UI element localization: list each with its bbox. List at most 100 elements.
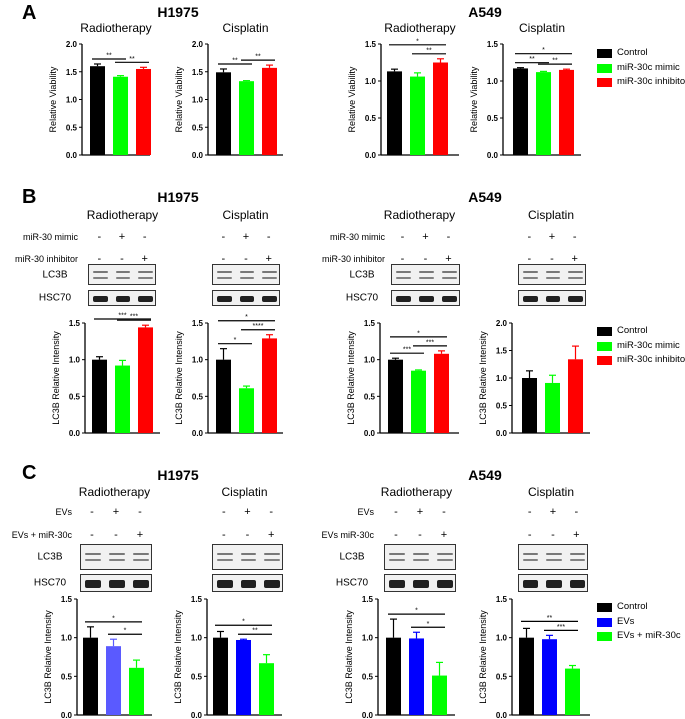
- treatment-sign: -: [572, 231, 577, 243]
- protein-band: [85, 552, 101, 555]
- protein-band: [262, 271, 277, 274]
- y-tick-label: 1.0: [362, 634, 374, 643]
- protein-label-lc3b: LC3B: [37, 551, 63, 563]
- y-tick-label: 0.0: [496, 429, 508, 438]
- hsc70-blot: [212, 290, 280, 306]
- legend-label: miR-30c mimic: [617, 339, 680, 351]
- protein-band: [109, 559, 125, 562]
- panel-letter: A: [22, 2, 37, 24]
- hsc70-blot: [88, 290, 156, 306]
- y-tick-label: 0.0: [365, 151, 377, 160]
- y-tick-label: 0.5: [496, 672, 508, 681]
- bar-evs: [106, 646, 121, 715]
- chart-title: Cisplatin: [222, 21, 269, 35]
- bar-control: [387, 71, 402, 155]
- treatment-sign: -: [394, 529, 398, 541]
- cell-line-title: H1975: [157, 189, 199, 205]
- y-tick-label: 1.0: [364, 356, 376, 365]
- treatment-sign: -: [142, 231, 147, 243]
- bar-evs: [409, 638, 424, 715]
- protein-band: [133, 580, 149, 588]
- protein-band: [413, 559, 429, 562]
- protein-band: [138, 295, 153, 303]
- treatment-sign: -: [244, 253, 248, 265]
- y-tick-label: 0.0: [192, 429, 204, 438]
- y-tick-label: 0.5: [69, 392, 81, 401]
- y-tick-label: 1.5: [192, 319, 204, 328]
- treatment-sign: +: [112, 506, 120, 518]
- y-tick-label: 0.5: [364, 392, 376, 401]
- chart-title: Radiotherapy: [78, 485, 151, 499]
- protein-label-lc3b: LC3B: [349, 269, 375, 280]
- protein-band: [545, 271, 561, 274]
- treatment-sign: -: [97, 253, 102, 265]
- treatment-sign: +: [422, 231, 429, 243]
- y-axis-label: LC3B Relative Intensity: [174, 331, 184, 425]
- bar-evs-mir-30c: [129, 667, 144, 715]
- y-tick-label: 1.5: [69, 319, 81, 328]
- significance-label: **: [255, 54, 261, 61]
- protein-band: [217, 552, 233, 555]
- treatment-sign: -: [418, 529, 422, 541]
- bar-mir-30c-mimic: [239, 388, 254, 433]
- bar-mir-30c-mimic: [239, 81, 254, 155]
- legend-swatch: [597, 617, 612, 627]
- lc3b-blot: [212, 264, 280, 285]
- significance-label: *: [234, 337, 237, 344]
- significance-label: *: [242, 619, 245, 626]
- hsc70-blot: [384, 574, 456, 592]
- y-tick-label: 1.0: [192, 96, 204, 105]
- significance-label: **: [547, 615, 553, 622]
- y-axis-label: LC3B Relative Intensity: [478, 331, 488, 425]
- protein-band: [93, 295, 108, 303]
- significance-label: ***: [426, 339, 434, 346]
- bar-control: [90, 66, 105, 155]
- y-tick-label: 1.0: [69, 356, 81, 365]
- y-tick-label: 1.0: [66, 96, 78, 105]
- treatment-sign: -: [527, 529, 532, 541]
- protein-band: [240, 552, 257, 555]
- y-tick-label: 1.5: [496, 595, 508, 604]
- hsc70-blot: [391, 290, 460, 306]
- y-tick-label: 0.0: [69, 429, 81, 438]
- significance-label: *: [542, 47, 545, 54]
- treatment-sign: +: [440, 529, 448, 541]
- treatment-sign: +: [136, 529, 144, 541]
- treatment-sign: -: [574, 506, 579, 518]
- protein-band: [437, 580, 453, 588]
- protein-band: [568, 295, 583, 303]
- protein-label-hsc70: HSC70: [335, 577, 369, 589]
- chart-title: Cisplatin: [518, 21, 566, 35]
- y-tick-label: 1.5: [364, 319, 376, 328]
- y-axis-label: Relative Viability: [48, 66, 58, 132]
- treatment-sign: -: [269, 506, 273, 518]
- y-tick-label: 1.5: [487, 40, 499, 49]
- condition-label: EVs miR-30c: [321, 530, 374, 540]
- condition-label: miR-30 inhibitor: [321, 254, 385, 264]
- y-axis-label: LC3B Relative Intensity: [51, 331, 61, 425]
- bar-control: [216, 359, 231, 433]
- y-tick-label: 0.5: [66, 123, 78, 132]
- protein-band: [217, 559, 233, 562]
- lc3b-blot: [80, 544, 152, 570]
- treatment-sign: +: [242, 231, 250, 243]
- protein-band: [85, 559, 101, 562]
- treatment-sign: +: [416, 506, 424, 518]
- protein-band: [217, 580, 233, 588]
- treatment-sign: +: [573, 529, 580, 541]
- bar-control: [213, 637, 228, 715]
- condition-label: EVs: [55, 507, 72, 517]
- bar-evs-mir-30c: [432, 675, 447, 715]
- significance-label: *: [416, 38, 419, 45]
- bar-mir-30c-inhibitor: [433, 62, 448, 155]
- legend-label: Control: [617, 47, 648, 58]
- significance-label: *: [417, 330, 420, 337]
- lc3b-blot: [384, 544, 456, 570]
- chart-title: Cisplatin: [527, 485, 575, 499]
- protein-band: [523, 559, 539, 562]
- cell-line-title: A549: [468, 467, 502, 483]
- protein-band: [568, 271, 583, 274]
- bar-control: [388, 359, 403, 433]
- treatment-sign: +: [141, 253, 148, 265]
- protein-band: [264, 552, 280, 555]
